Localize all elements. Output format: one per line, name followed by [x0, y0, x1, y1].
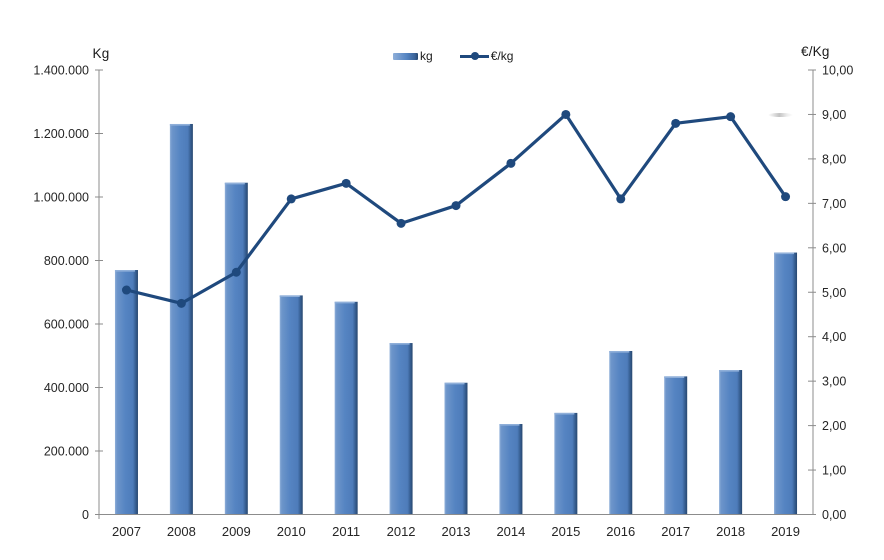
left-tick-label: 0 [82, 508, 89, 522]
bar-2013 [444, 382, 468, 515]
line-marker-2012 [396, 218, 406, 228]
left-tick-label: 1.200.000 [33, 127, 89, 141]
line-marker-2015 [561, 109, 571, 119]
bar-2009 [224, 182, 248, 515]
category-label-2013: 2013 [442, 524, 471, 539]
category-label-2008: 2008 [167, 524, 196, 539]
right-tick-label: 0,00 [822, 508, 846, 522]
category-label-2019: 2019 [771, 524, 800, 539]
legend-item-eur-per-kg: €/kg [459, 49, 514, 63]
left-tick-label: 1.400.000 [33, 64, 89, 78]
line-marker-2014 [506, 158, 516, 168]
line-marker-2010 [286, 194, 296, 204]
category-label-2016: 2016 [606, 524, 635, 539]
category-label-2009: 2009 [222, 524, 251, 539]
category-label-2017: 2017 [661, 524, 690, 539]
bar-series-swatch-icon [393, 52, 418, 60]
bar-2018 [719, 370, 743, 515]
right-tick-label: 5,00 [822, 286, 846, 300]
line-marker-2009 [231, 267, 241, 277]
bar-2010 [279, 295, 303, 515]
left-axis-title: Kg [92, 46, 110, 61]
line-marker-2019 [781, 192, 791, 202]
legend-item-kg: kg [393, 49, 433, 63]
line-marker-2016 [616, 194, 626, 204]
left-tick-label: 600.000 [44, 318, 89, 332]
line-marker-icon [470, 51, 479, 60]
category-label-2011: 2011 [332, 524, 360, 539]
category-label-2015: 2015 [551, 524, 580, 539]
legend-label-eur-per-kg: €/kg [490, 49, 514, 63]
right-tick-label: 9,00 [822, 108, 846, 122]
right-tick-label: 8,00 [822, 152, 846, 166]
category-label-2010: 2010 [277, 524, 306, 539]
bar-2014 [499, 424, 523, 515]
left-tick-label: 400.000 [44, 381, 89, 395]
line-marker-2017 [671, 118, 681, 128]
bar-2019 [774, 252, 798, 515]
category-label-2018: 2018 [716, 524, 745, 539]
category-label-2012: 2012 [387, 524, 416, 539]
bar-2015 [554, 412, 578, 515]
line-marker-2013 [451, 201, 461, 211]
legend: kg €/kg [393, 49, 513, 63]
bar-2007 [114, 270, 138, 515]
category-label-2014: 2014 [496, 524, 525, 539]
bar-2011 [334, 301, 358, 515]
left-tick-label: 200.000 [44, 445, 89, 459]
right-axis-title: €/Kg [801, 44, 830, 59]
bar-2017 [664, 376, 688, 515]
bar-2012 [389, 343, 413, 515]
right-tick-label: 1,00 [822, 464, 846, 478]
line-series-swatch-icon [459, 51, 489, 60]
bar-2016 [609, 350, 633, 515]
left-tick-label: 800.000 [44, 254, 89, 268]
line-marker-2018 [726, 112, 736, 122]
line-marker-2011 [341, 178, 351, 188]
line-marker-2007 [121, 285, 131, 295]
right-tick-label: 4,00 [822, 330, 846, 344]
left-tick-label: 1.000.000 [33, 191, 89, 205]
right-tick-label: 10,00 [822, 64, 853, 78]
stray-artifact-mark [768, 113, 793, 117]
right-tick-label: 6,00 [822, 241, 846, 255]
right-tick-label: 3,00 [822, 375, 846, 389]
category-label-2007: 2007 [112, 524, 141, 539]
bar-2008 [169, 123, 193, 515]
legend-label-kg: kg [420, 49, 433, 63]
line-marker-2008 [176, 298, 186, 308]
right-tick-label: 7,00 [822, 197, 846, 211]
right-tick-label: 2,00 [822, 419, 846, 433]
